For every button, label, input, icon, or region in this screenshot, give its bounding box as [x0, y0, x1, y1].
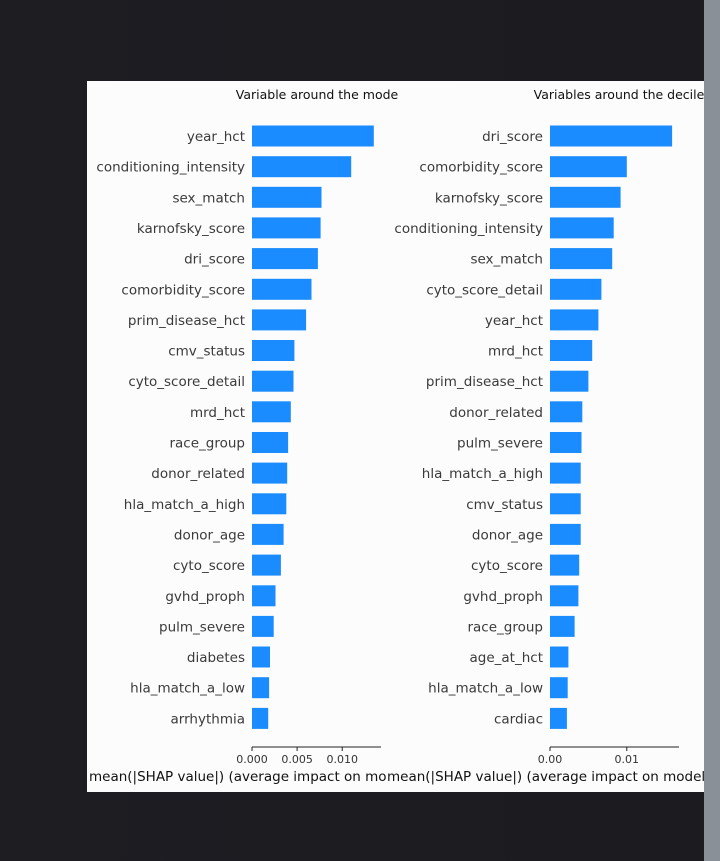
ylabel-diabetes: diabetes: [187, 650, 245, 666]
ylabel-dri_score: dri_score: [184, 252, 245, 268]
bar-hla_match_a_low: [550, 677, 568, 699]
ylabel-karnofsky_score: karnofsky_score: [435, 190, 543, 206]
bar-mrd_hct: [252, 401, 291, 423]
ylabel-prim_disease_hct: prim_disease_hct: [426, 374, 543, 390]
bar-race_group: [550, 615, 575, 637]
chart-title-2: Variables around the decile: [534, 87, 704, 102]
chart-title-1: Variable around the mode: [236, 87, 399, 102]
ylabel-cyto_score: cyto_score: [173, 558, 245, 574]
ylabel-sex_match: sex_match: [470, 252, 543, 268]
x-tick-label: 0.01: [615, 753, 640, 766]
bar-year_hct: [252, 125, 374, 147]
bar-mrd_hct: [550, 340, 593, 361]
ylabel-cyto_score_detail: cyto_score_detail: [426, 282, 543, 298]
ylabel-cyto_score_detail: cyto_score_detail: [128, 374, 245, 390]
ylabel-race_group: race_group: [467, 619, 543, 635]
ylabel-donor_age: donor_age: [472, 527, 543, 543]
ylabel-hla_match_a_high: hla_match_a_high: [422, 466, 543, 482]
ylabel-gvhd_proph: gvhd_proph: [463, 589, 543, 605]
ylabel-race_group: race_group: [169, 436, 245, 452]
ylabel-donor_related: donor_related: [449, 405, 543, 421]
bar-cardiac: [550, 707, 567, 729]
ylabel-hla_match_a_low: hla_match_a_low: [428, 681, 543, 697]
ylabel-prim_disease_hct: prim_disease_hct: [128, 313, 245, 329]
bar-pulm_severe: [550, 432, 582, 453]
bar-diabetes: [252, 646, 270, 668]
bar-dri_score: [550, 125, 673, 147]
bar-cyto_score_detail: [550, 278, 602, 300]
bar-race_group: [252, 432, 289, 453]
bar-sex_match: [550, 248, 613, 270]
bar-age_at_hct: [550, 646, 569, 668]
bar-cmv_status: [252, 340, 295, 361]
bar-cmv_status: [550, 493, 581, 515]
ylabel-mrd_hct: mrd_hct: [190, 405, 245, 421]
bar-donor_related: [550, 401, 583, 423]
bar-comorbidity_score: [252, 278, 312, 300]
bar-conditioning_intensity: [550, 217, 614, 239]
bar-cyto_score: [550, 554, 580, 576]
ylabel-arrhythmia: arrhythmia: [171, 711, 245, 727]
x-tick-label: 0.00: [538, 753, 563, 766]
ylabel-cardiac: cardiac: [494, 711, 543, 727]
ylabel-cmv_status: cmv_status: [168, 344, 245, 360]
chart-canvas: Variable around the mode year_hct conditio…: [89, 87, 704, 785]
x-tick-label: 0.010: [326, 753, 358, 766]
ylabel-comorbidity_score: comorbidity_score: [419, 160, 543, 176]
ylabel-cyto_score: cyto_score: [471, 558, 543, 574]
bar-comorbidity_score: [550, 156, 627, 178]
bar-gvhd_proph: [252, 585, 276, 607]
ylabel-comorbidity_score: comorbidity_score: [121, 282, 245, 298]
bar-hla_match_a_high: [252, 493, 287, 515]
ylabel-donor_age: donor_age: [174, 527, 245, 543]
bar-prim_disease_hct: [252, 309, 307, 331]
ylabel-gvhd_proph: gvhd_proph: [165, 589, 245, 605]
bar-karnofsky_score: [252, 217, 321, 239]
bar-arrhythmia: [252, 707, 269, 729]
shap-figure: Variable around the mode year_hct conditio…: [87, 81, 704, 792]
bar-cyto_score: [252, 554, 281, 576]
bar-donor_age: [252, 523, 284, 545]
bar-donor_related: [252, 462, 288, 484]
x-tick-label: 0.005: [281, 753, 313, 766]
ylabel-dri_score: dri_score: [482, 129, 543, 145]
bar-hla_match_a_high: [550, 462, 581, 484]
window-edge: [704, 0, 720, 861]
bar-sex_match: [252, 186, 322, 208]
ylabel-pulm_severe: pulm_severe: [159, 619, 245, 635]
ylabel-cmv_status: cmv_status: [466, 497, 543, 513]
bar-year_hct: [550, 309, 599, 331]
ylabel-hla_match_a_low: hla_match_a_low: [130, 681, 245, 697]
bar-dri_score: [252, 248, 318, 270]
x-tick-label: 0.000: [236, 753, 268, 766]
bar-hla_match_a_low: [252, 677, 270, 699]
ylabel-karnofsky_score: karnofsky_score: [137, 221, 245, 237]
ylabel-pulm_severe: pulm_severe: [457, 436, 543, 452]
bar-cyto_score_detail: [252, 370, 294, 392]
ylabel-age_at_hct: age_at_hct: [470, 650, 544, 666]
bar-pulm_severe: [252, 615, 274, 637]
x-axis-label-1: mean(|SHAP value|) (average impact on mo…: [89, 769, 539, 785]
bar-donor_age: [550, 523, 581, 545]
bar-karnofsky_score: [550, 186, 621, 208]
ylabel-conditioning_intensity: conditioning_intensity: [96, 160, 245, 176]
ylabel-year_hct: year_hct: [187, 129, 245, 145]
ylabel-conditioning_intensity: conditioning_intensity: [394, 221, 543, 237]
bar-gvhd_proph: [550, 585, 579, 607]
ylabel-donor_related: donor_related: [151, 466, 245, 482]
ylabel-year_hct: year_hct: [485, 313, 543, 329]
ylabel-mrd_hct: mrd_hct: [488, 344, 543, 360]
x-axis-label-2: mean(|SHAP value|) (average impact on mo…: [387, 769, 704, 785]
ylabel-hla_match_a_high: hla_match_a_high: [124, 497, 245, 513]
ylabel-sex_match: sex_match: [172, 190, 245, 206]
bar-prim_disease_hct: [550, 370, 589, 392]
bar-conditioning_intensity: [252, 156, 352, 178]
